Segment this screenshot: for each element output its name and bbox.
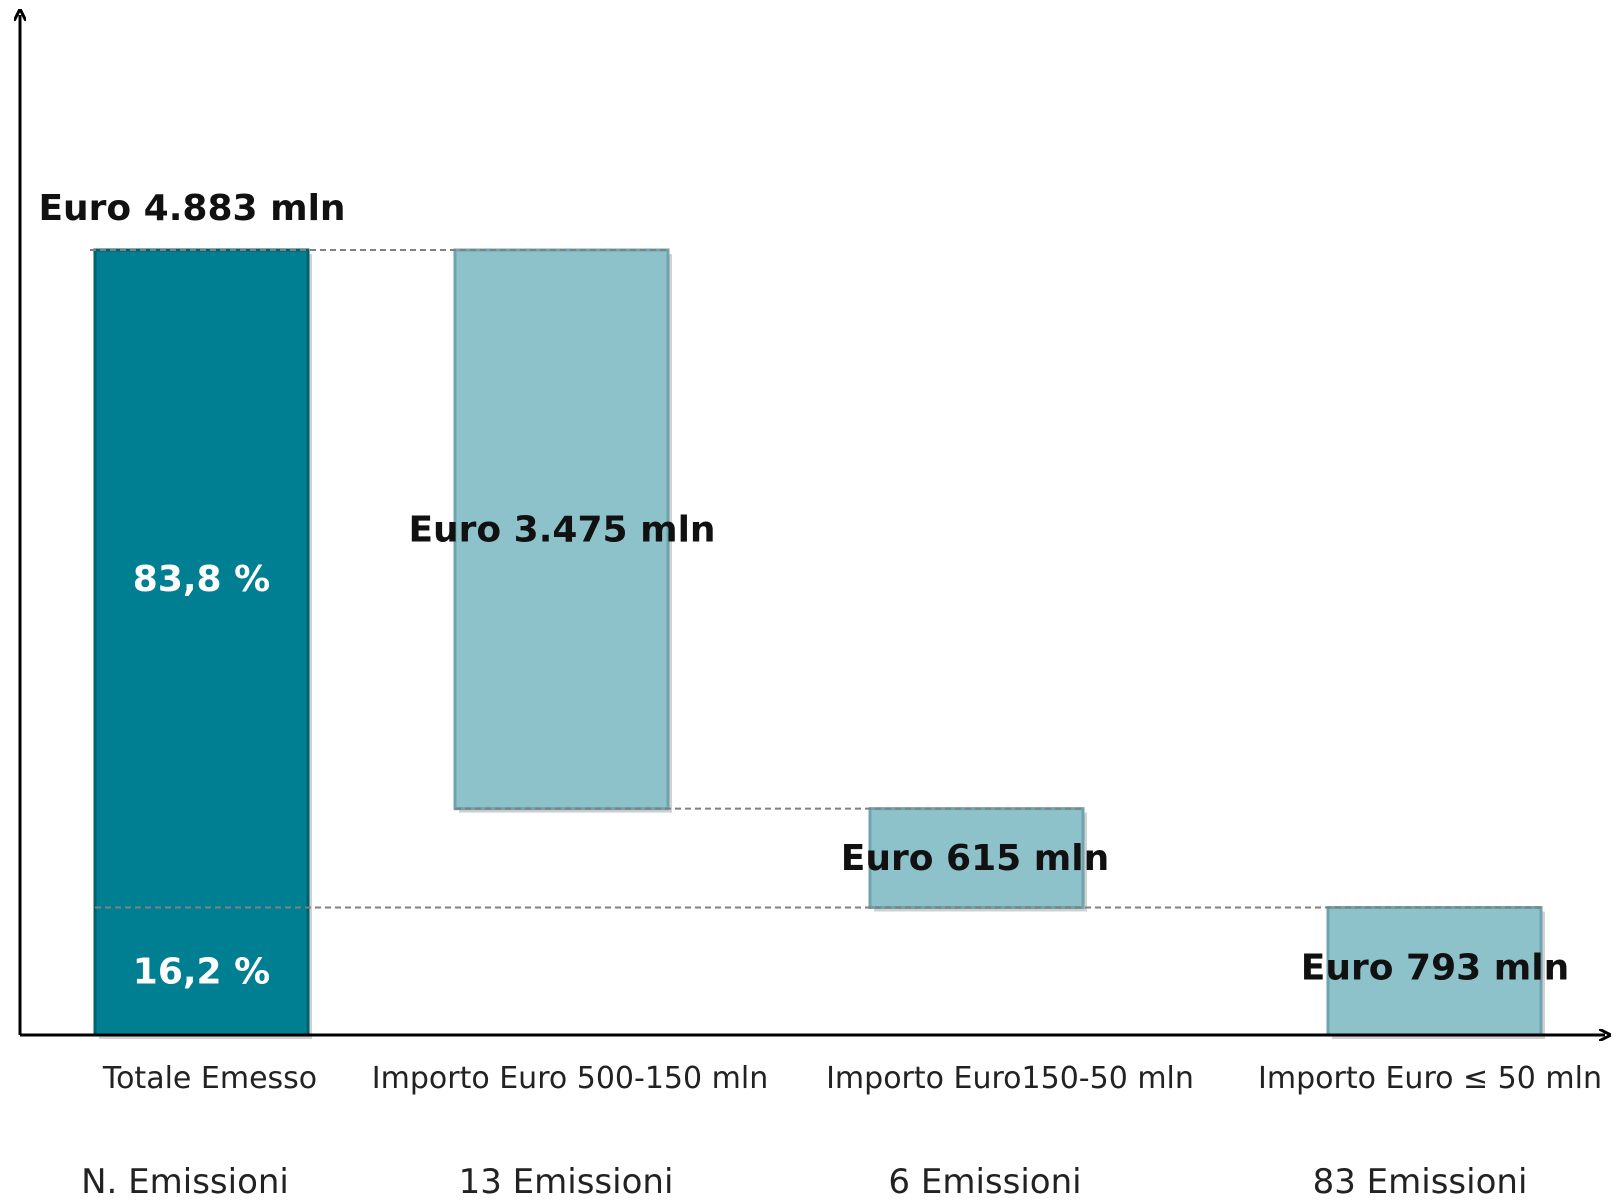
value-label-1: Euro 4.883 mln: [38, 188, 345, 229]
category-label-3: Importo Euro150-50 mln: [826, 1061, 1194, 1096]
bars-layer: [93, 248, 1545, 1039]
axes-layer: [20, 15, 1605, 1035]
value-label-3: Euro 615 mln: [841, 838, 1109, 879]
count-label-2: 6 Emissioni: [888, 1162, 1081, 1202]
share-label-1: 83,8 %: [133, 559, 270, 600]
connectors-layer: [90, 249, 1541, 909]
bar-2: [453, 248, 670, 811]
category-label-1: Totale Emesso: [102, 1061, 317, 1096]
row-label: N. Emissioni: [81, 1162, 289, 1202]
category-label-4: Importo Euro ≤ 50 mln: [1258, 1061, 1602, 1096]
bar-4: [1326, 906, 1543, 1037]
labels-layer: Euro 4.883 mln Euro 3.475 mln Euro 615 mln…: [38, 188, 1602, 1202]
category-label-2: Importo Euro 500-150 mln: [372, 1061, 768, 1096]
count-label-3: 83 Emissioni: [1313, 1162, 1528, 1202]
value-label-4: Euro 793 mln: [1301, 947, 1569, 988]
bar-1: [93, 248, 310, 1037]
count-label-1: 13 Emissioni: [459, 1162, 674, 1202]
value-label-2: Euro 3.475 mln: [408, 509, 715, 550]
share-label-2: 16,2 %: [133, 951, 270, 992]
